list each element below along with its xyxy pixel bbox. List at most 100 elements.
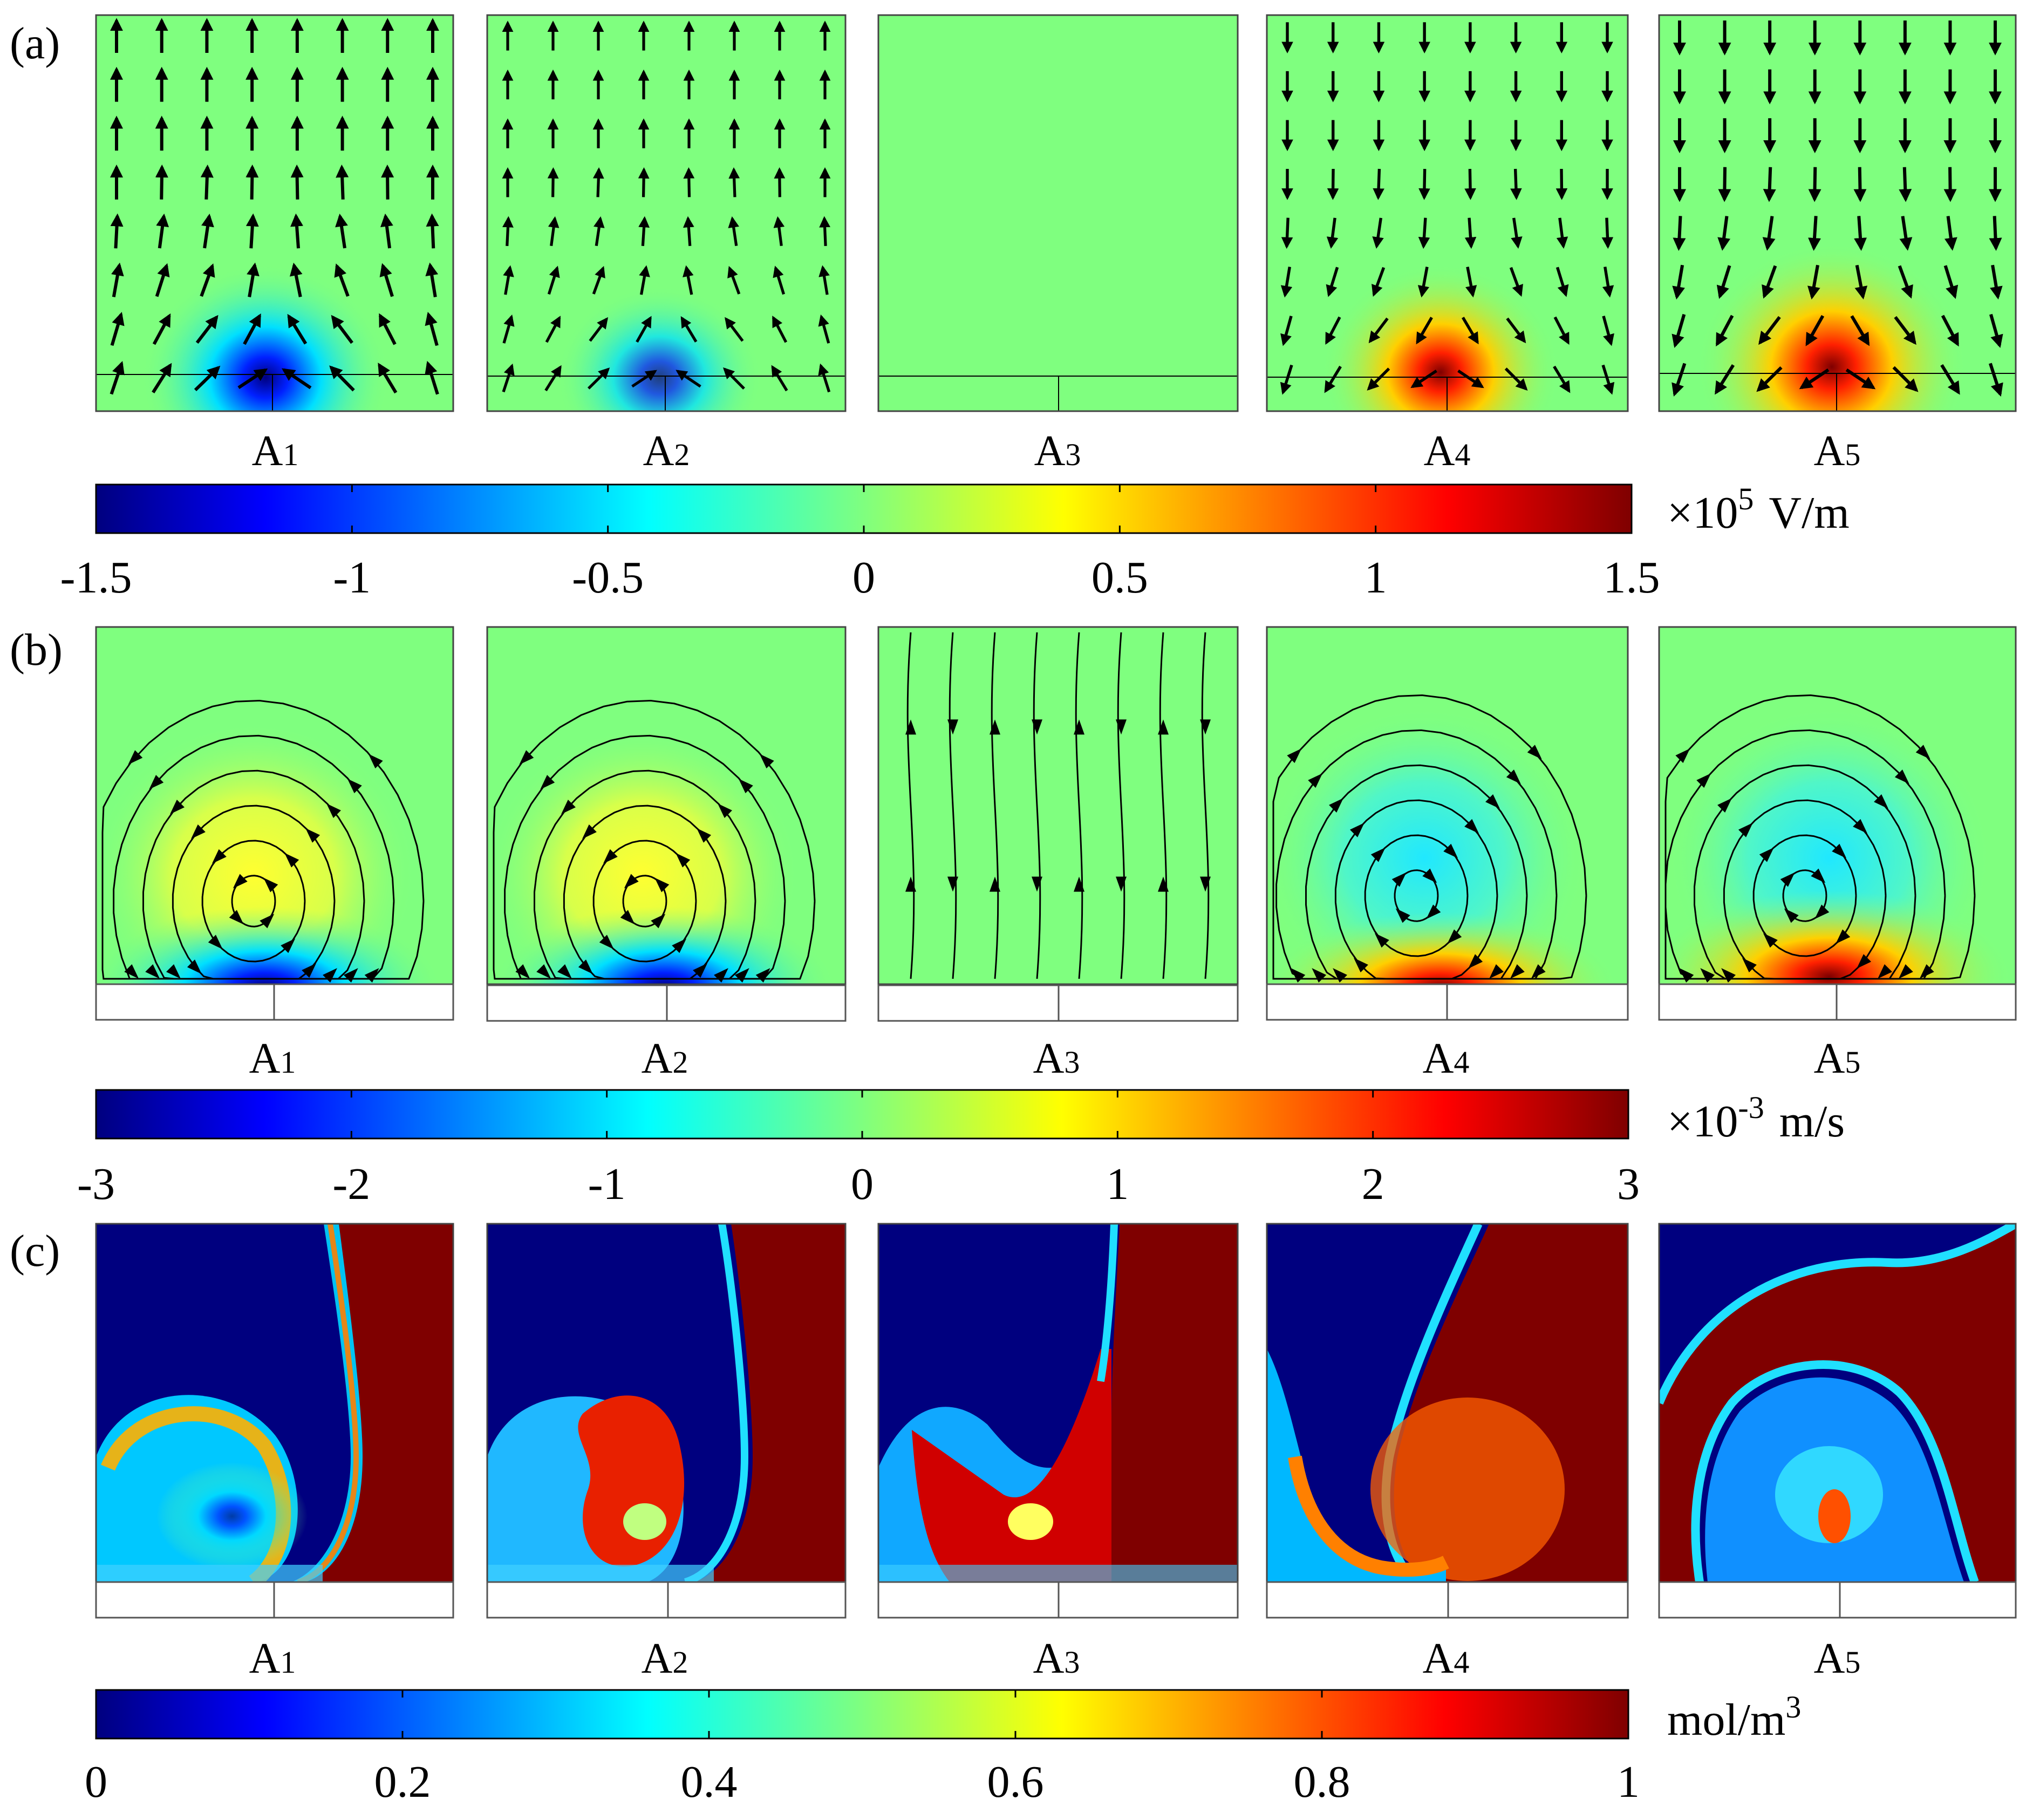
panel-label-c-a5: A5 bbox=[1814, 1635, 1861, 1682]
streamline-arrow bbox=[1836, 929, 1851, 944]
streamline-arrow bbox=[260, 914, 275, 929]
panel-label-a-a2: A2 bbox=[643, 427, 690, 475]
field-arrow bbox=[1556, 267, 1569, 297]
field-arrow bbox=[237, 368, 268, 389]
streamline bbox=[1117, 632, 1125, 979]
field-arrow bbox=[548, 216, 560, 247]
field-arrow bbox=[1808, 167, 1821, 202]
panel-c-a2-swirl-core bbox=[623, 1503, 666, 1540]
streamline bbox=[493, 699, 816, 980]
field-arrow bbox=[1940, 364, 1960, 395]
field-arrow bbox=[287, 313, 308, 345]
streamline-arrow bbox=[1308, 773, 1323, 788]
field-arrow bbox=[723, 367, 745, 390]
field-arrow bbox=[1416, 316, 1433, 345]
field-arrow bbox=[1850, 315, 1870, 346]
panel-c-a1 bbox=[95, 1223, 454, 1619]
streamline-arrow bbox=[1158, 876, 1169, 892]
field-arrow bbox=[329, 365, 355, 392]
streamline-arrow bbox=[1422, 868, 1437, 883]
field-arrow bbox=[592, 167, 604, 197]
streamline bbox=[1272, 694, 1587, 980]
field-arrow bbox=[111, 262, 124, 297]
field-arrow bbox=[818, 314, 830, 344]
field-arrow bbox=[1511, 217, 1523, 249]
streamline-arrow bbox=[676, 853, 691, 868]
streamline-arrow bbox=[1700, 968, 1715, 983]
colorbar-tick-label: 0 bbox=[85, 1757, 107, 1807]
panel-c-a1-right-region bbox=[305, 1224, 453, 1582]
colorbar-c-gradient bbox=[95, 1689, 1629, 1740]
streamline-arrow bbox=[718, 803, 732, 818]
colorbar-c: 0 0.2 0.4 0.6 0.8 1 mol/m3 bbox=[85, 1689, 1801, 1807]
field-arrow bbox=[1941, 315, 1960, 347]
panel-label-a-a1: A1 bbox=[252, 427, 299, 475]
field-arrow bbox=[381, 164, 394, 200]
field-arrow bbox=[773, 265, 786, 295]
field-arrow bbox=[1716, 265, 1731, 299]
panel-b-a1-down-flow bbox=[96, 906, 442, 984]
field-arrow bbox=[1763, 167, 1776, 202]
field-arrow bbox=[1715, 315, 1734, 347]
field-arrow bbox=[200, 263, 215, 297]
field-arrow bbox=[247, 262, 260, 297]
streamline-arrow bbox=[1763, 933, 1778, 948]
row-label-c: (c) bbox=[10, 1226, 60, 1276]
field-arrow bbox=[636, 316, 652, 343]
field-arrow bbox=[545, 316, 561, 343]
panel-c-a5-electrode bbox=[1658, 1581, 2017, 1619]
colorbar-tick-label: 1.5 bbox=[1604, 553, 1660, 603]
streamline-arrow bbox=[620, 910, 635, 925]
field-arrow bbox=[1325, 316, 1341, 345]
field-arrow bbox=[1457, 369, 1484, 388]
field-arrow bbox=[1989, 313, 2003, 348]
field-arrow bbox=[547, 167, 559, 197]
streamline bbox=[1159, 632, 1168, 979]
field-arrow bbox=[1372, 217, 1384, 249]
colorbar-tick-label: -2 bbox=[332, 1159, 370, 1209]
panel-c-a5-field bbox=[1659, 1224, 2016, 1582]
panel-c-a5-swirl-core bbox=[1818, 1489, 1851, 1543]
field-arrow bbox=[1372, 267, 1386, 297]
panel-a-a1 bbox=[95, 14, 454, 412]
streamline-arrow bbox=[347, 779, 362, 794]
field-arrow bbox=[1510, 168, 1522, 200]
streamline-arrow bbox=[1395, 908, 1410, 923]
streamline-arrow bbox=[233, 874, 248, 889]
field-arrow bbox=[1899, 216, 1913, 251]
streamline-arrow bbox=[519, 750, 534, 765]
streamline-arrow bbox=[1878, 964, 1892, 979]
streamline-arrow bbox=[755, 968, 770, 983]
field-arrow bbox=[1504, 367, 1528, 391]
streamline-arrow bbox=[305, 828, 320, 843]
streamline-arrow bbox=[187, 959, 202, 974]
streamline bbox=[1075, 632, 1083, 979]
streamline-arrow bbox=[947, 719, 958, 735]
streamline-arrow bbox=[212, 849, 227, 864]
panel-b-a3-background bbox=[878, 627, 1238, 984]
panel-c-a3-front-edge bbox=[1097, 1224, 1118, 1382]
streamline-arrow bbox=[1287, 748, 1302, 764]
colorbar-b-ticks: -3 -2 -1 0 1 2 3 bbox=[77, 1090, 1640, 1209]
field-arrow bbox=[1717, 216, 1731, 251]
colorbar-tick-label: -1 bbox=[333, 553, 371, 603]
field-arrow bbox=[1799, 368, 1830, 390]
streamline bbox=[1033, 632, 1041, 979]
streamline-arrow bbox=[734, 968, 749, 983]
streamline-arrow bbox=[1291, 968, 1306, 983]
streamline-arrow bbox=[1032, 876, 1042, 892]
streamline-arrow bbox=[284, 853, 299, 868]
field-arrow bbox=[1899, 167, 1912, 202]
field-arrow bbox=[331, 315, 353, 344]
panel-b-a5 bbox=[1658, 626, 2017, 1021]
field-arrow bbox=[547, 265, 560, 295]
field-arrow bbox=[683, 167, 695, 197]
streamline-arrow bbox=[326, 803, 341, 818]
colorbar-tick-label: 3 bbox=[1617, 1159, 1640, 1209]
colorbar-a-gradient bbox=[95, 483, 1633, 534]
colorbar-tick-label: 2 bbox=[1362, 1159, 1384, 1209]
streamline-arrow bbox=[166, 964, 181, 979]
panel-b-a2 bbox=[486, 626, 847, 1022]
streamline bbox=[201, 840, 306, 963]
field-arrow bbox=[245, 164, 259, 200]
